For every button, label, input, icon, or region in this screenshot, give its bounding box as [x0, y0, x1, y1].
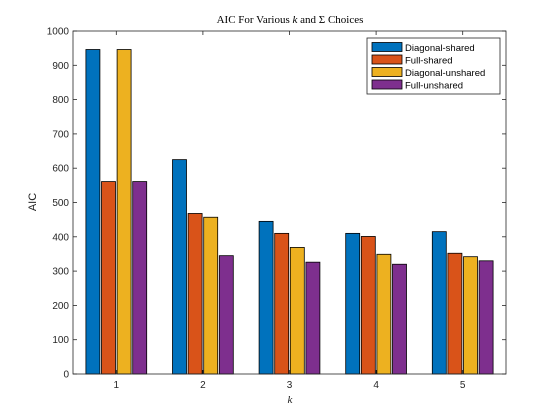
legend-swatch [371, 54, 403, 65]
legend-swatch [371, 79, 403, 90]
y-tick-label: 500 [52, 198, 69, 209]
bar-full-unshared-k5 [478, 260, 494, 375]
bar-diagonal-unshared-k1 [116, 49, 132, 375]
legend: Diagonal-shared Full-sharedDiagonal-unsha… [366, 37, 501, 95]
x-tick-label: 2 [200, 380, 206, 391]
legend-label: Full-shared [405, 56, 453, 67]
x-tick-label: 5 [460, 380, 466, 391]
bar-diagonal-shared-k2 [172, 159, 187, 375]
x-axis-label: k [288, 394, 294, 406]
title-suffix: Choices [325, 14, 363, 26]
chart-title: AIC For Various k and Σ Choices [217, 14, 364, 26]
bar-diagonal-shared-k5 [431, 231, 447, 375]
bar-diagonal-shared-k3 [258, 220, 274, 375]
legend-label: Diagonal-shared [405, 43, 475, 54]
bar-full-unshared-k1 [132, 181, 148, 375]
bars-group [85, 49, 494, 375]
x-tick-label: 1 [114, 380, 120, 391]
bar-diagonal-shared-k1 [85, 49, 101, 375]
bar-diagonal-shared-k4 [345, 232, 361, 375]
legend-swatch [371, 67, 403, 77]
axes-group: 0 100 200 300 400 500 600 700 800 900 1000 1 2 3 4 5 [47, 27, 507, 391]
y-tick-label: 600 [52, 164, 69, 175]
legend-label: Diagonal-unshared [405, 68, 485, 79]
title-prefix: AIC For Various [217, 14, 293, 26]
y-axis-label: AIC [27, 193, 39, 211]
bar-full-shared-k3 [274, 232, 290, 375]
y-tick-label: 800 [52, 95, 69, 106]
bar-full-unshared-k3 [305, 261, 321, 375]
x-tick-label: 3 [287, 380, 293, 391]
x-tick-label: 4 [373, 380, 379, 391]
bar-full-shared-k4 [360, 236, 376, 375]
y-tick-label: 300 [52, 267, 69, 278]
title-k: k [293, 14, 299, 26]
y-tick-label: 400 [52, 232, 69, 243]
bar-diagonal-unshared-k4 [376, 253, 392, 375]
bar-diagonal-unshared-k3 [289, 247, 305, 375]
y-tick-label: 100 [52, 335, 69, 346]
y-tick-label: 0 [63, 370, 69, 381]
bar-diagonal-unshared-k2 [203, 216, 219, 375]
title-mid: and [297, 14, 318, 26]
y-tick-label: 900 [52, 61, 69, 72]
legend-label: Full-unshared [405, 81, 463, 92]
bar-full-unshared-k2 [218, 255, 234, 375]
bar-full-shared-k5 [447, 252, 463, 375]
bar-diagonal-unshared-k5 [463, 256, 478, 375]
legend-swatch [371, 42, 403, 52]
title-sigma: Σ [319, 14, 325, 26]
bar-full-shared-k1 [101, 181, 116, 375]
y-tick-label: 1000 [47, 27, 70, 38]
bar-full-unshared-k4 [392, 263, 407, 375]
bar-full-shared-k2 [187, 213, 203, 375]
y-tick-label: 700 [52, 129, 69, 140]
y-tick-label: 200 [52, 301, 69, 312]
